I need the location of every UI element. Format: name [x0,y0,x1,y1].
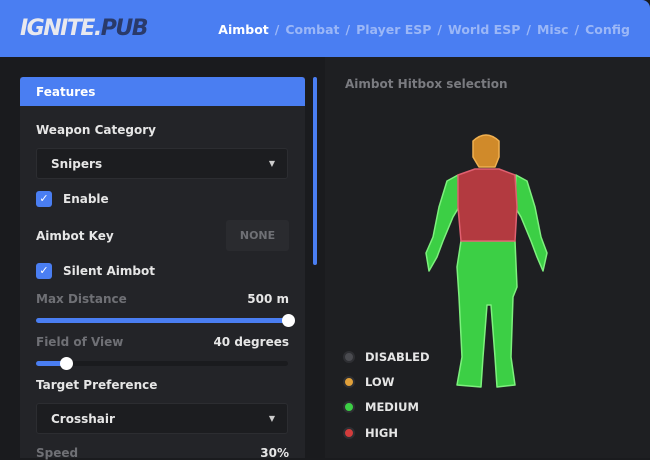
header: IGNITE.PUB Aimbot / Combat / Player ESP / W… [0,0,650,57]
nav-tabs: Aimbot / Combat / Player ESP / World ESP / M… [218,22,630,37]
hitbox-legs[interactable] [456,240,518,388]
chevron-down-icon: ▼ [268,159,275,168]
separator: / [345,22,351,37]
hitbox-title: Aimbot Hitbox selection [345,77,508,91]
separator: / [526,22,531,37]
separator: / [574,22,580,37]
silent-aimbot-checkbox[interactable]: ✓ [36,263,52,279]
tab-config[interactable]: Config [585,22,630,37]
max-distance-label: Max Distance [36,292,127,306]
fov-value: 40 degrees [213,335,289,349]
target-preference-label: Target Preference [36,378,158,392]
separator: / [437,22,442,37]
slider-handle[interactable] [282,314,295,327]
selected-value: Crosshair [51,412,115,426]
max-distance-slider[interactable] [36,314,295,327]
aimbot-key-label: Aimbot Key [36,229,114,243]
target-preference-select[interactable]: Crosshair ▼ [36,403,288,434]
chevron-down-icon: ▼ [268,414,275,423]
disabled-dot [343,351,355,363]
features-panel: Features Weapon Category Snipers ▼ ✓ Enab… [20,77,305,460]
low-dot [343,376,355,388]
high-dot [343,427,355,439]
tab-aimbot[interactable]: Aimbot [218,22,269,37]
weapon-category-label: Weapon Category [36,123,156,137]
silent-aimbot-label: Silent Aimbot [63,264,155,278]
legend-label: MEDIUM [365,400,419,414]
legend-label: LOW [365,375,395,389]
hitbox-right-arm[interactable] [514,174,548,272]
separator: / [274,22,280,37]
hitbox-panel: Aimbot Hitbox selection DISABLED LOW MED… [325,57,650,458]
fov-slider[interactable] [36,357,288,370]
medium-dot [343,401,355,413]
legend-label: DISABLED [365,350,430,364]
speed-label: Speed [36,446,79,460]
hitbox-head[interactable] [472,134,500,168]
legend-low: LOW [343,375,394,389]
hitbox-figure [425,134,548,388]
tab-combat[interactable]: Combat [285,22,340,37]
enable-checkbox[interactable]: ✓ [36,191,52,207]
hitbox-left-arm[interactable] [425,174,460,272]
slider-fill [36,361,67,366]
logo: IGNITE.PUB [20,16,149,41]
scrollbar[interactable] [313,77,317,265]
slider-handle[interactable] [60,357,74,370]
tab-world-esp[interactable]: World ESP [448,22,521,37]
hitbox-torso[interactable] [457,168,518,242]
tab-misc[interactable]: Misc [536,22,569,37]
fov-label: Field of View [36,335,124,349]
legend-label: HIGH [365,426,398,440]
aimbot-key-button[interactable]: NONE [226,220,289,251]
max-distance-value: 500 m [247,292,289,306]
enable-label: Enable [63,192,109,206]
tab-player-esp[interactable]: Player ESP [356,22,432,37]
slider-fill [36,318,288,323]
features-header: Features [20,77,305,106]
legend-high: HIGH [343,426,398,440]
weapon-category-select[interactable]: Snipers ▼ [36,148,288,179]
legend-disabled: DISABLED [343,350,430,364]
legend-medium: MEDIUM [343,400,419,414]
speed-value: 30% [260,446,289,460]
selected-value: Snipers [51,157,103,171]
